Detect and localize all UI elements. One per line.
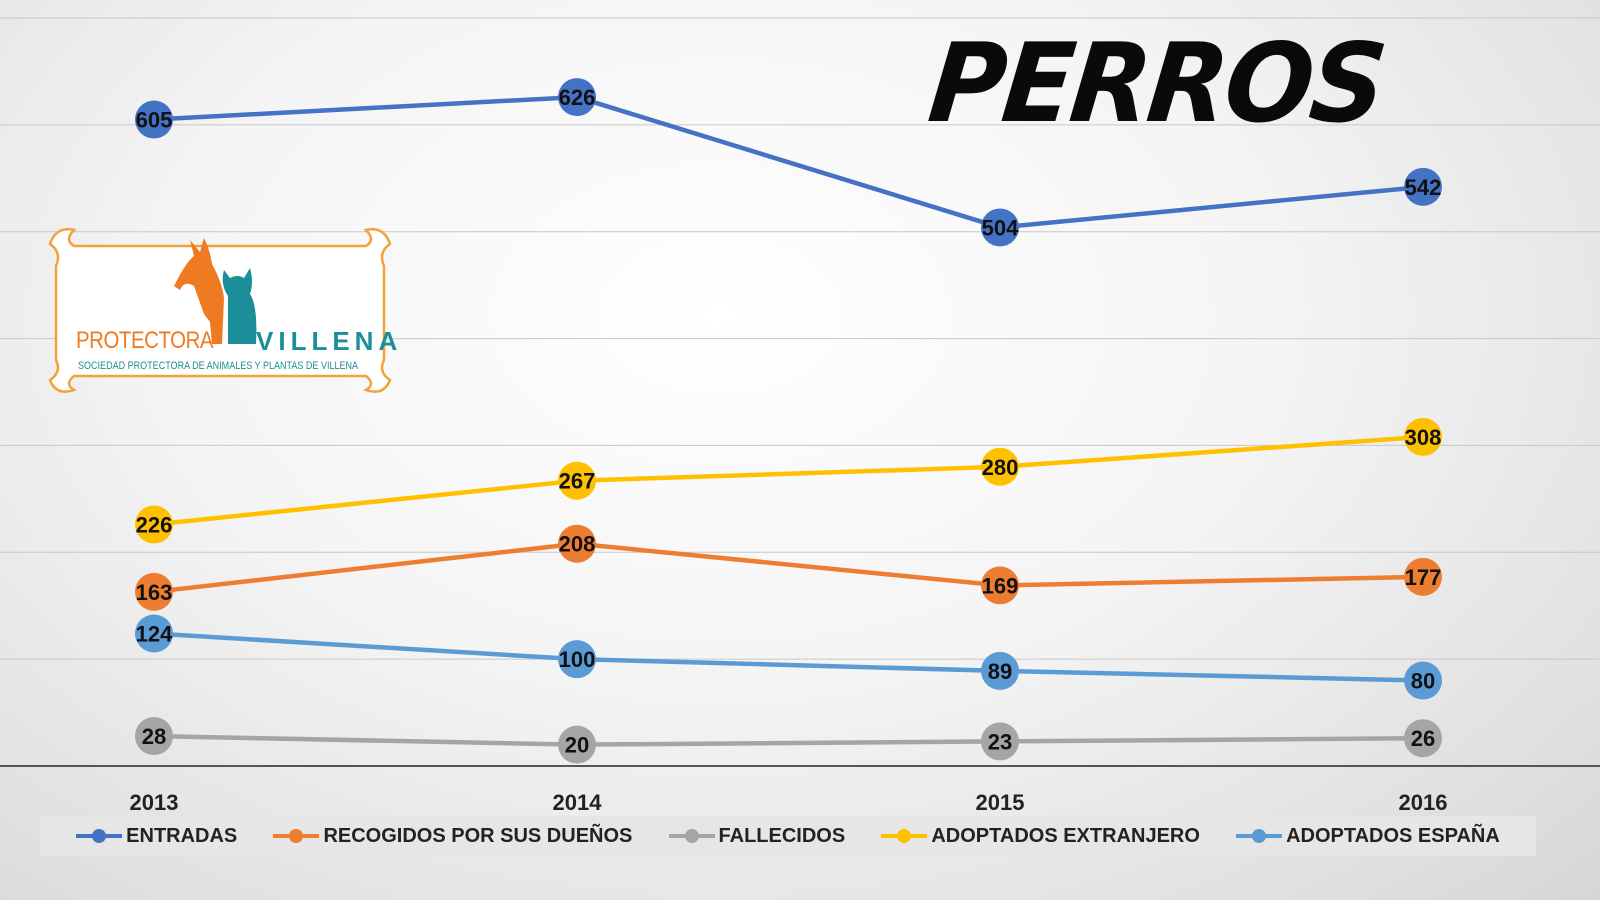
series-line-1 (153, 541, 1424, 595)
legend-item-adoptados-espana: ADOPTADOS ESPAÑA (1236, 825, 1500, 848)
data-label: 208 (559, 532, 596, 557)
series-line-4 (153, 631, 1424, 683)
data-label: 308 (1405, 425, 1442, 450)
x-tick-label: 2014 (553, 790, 603, 815)
data-label: 163 (136, 580, 173, 605)
data-label: 267 (559, 469, 596, 494)
chart-legend: ENTRADAS RECOGIDOS POR SUS DUEÑOS FALLEC… (40, 816, 1536, 856)
data-label: 177 (1405, 565, 1442, 590)
legend-item-fallecidos: FALLECIDOS (668, 824, 846, 848)
logo-badge-icon (48, 228, 392, 393)
data-label: 89 (988, 659, 1012, 684)
legend-label: ADOPTADOS EXTRANJERO (931, 824, 1200, 847)
data-point (135, 717, 173, 756)
data-point (1404, 719, 1442, 758)
data-label: 20 (565, 733, 589, 758)
data-label: 26 (1411, 726, 1435, 751)
legend-item-entradas: ENTRADAS (76, 825, 237, 848)
legend-swatch-icon (273, 829, 320, 843)
data-point (1404, 167, 1442, 206)
legend-item-recogidos: RECOGIDOS POR SUS DUEÑOS (273, 825, 632, 848)
data-label: 80 (1411, 669, 1435, 694)
data-point (135, 100, 173, 139)
logo-name-right: VILLENA (256, 326, 403, 356)
series-line-3 (153, 434, 1424, 527)
data-point (135, 572, 173, 611)
series-line-0 (153, 94, 1424, 230)
data-label: 504 (982, 215, 1019, 240)
data-point (981, 208, 1019, 247)
legend-label: FALLECIDOS (718, 824, 846, 847)
data-label: 542 (1405, 175, 1442, 200)
data-label: 280 (982, 455, 1019, 480)
data-label: 100 (559, 647, 596, 672)
data-point (558, 524, 596, 563)
x-tick-label: 2015 (976, 790, 1025, 815)
legend-swatch-icon (1236, 829, 1283, 843)
data-point (981, 722, 1019, 761)
legend-label: ADOPTADOS ESPAÑA (1286, 824, 1500, 847)
legend-label: ENTRADAS (126, 824, 238, 847)
data-point (1404, 417, 1442, 456)
legend-swatch-icon (76, 829, 123, 843)
data-point (558, 461, 596, 500)
series-line-2 (153, 733, 1424, 747)
data-point (1404, 661, 1442, 700)
x-tick-label: 2016 (1399, 790, 1448, 815)
cat-icon (222, 268, 257, 344)
legend-swatch-icon (881, 829, 928, 843)
data-label: 23 (988, 729, 1012, 754)
protectora-logo: PROTECTORA VILLENA SOCIEDAD PROTECTORA D… (44, 226, 397, 396)
data-label: 124 (136, 621, 173, 646)
x-tick-label: 2013 (130, 790, 179, 815)
data-label: 626 (559, 85, 596, 110)
data-point (558, 725, 596, 764)
horse-icon (174, 238, 224, 344)
data-point (135, 505, 173, 544)
data-point (558, 640, 596, 679)
data-label: 28 (142, 724, 166, 749)
data-point (135, 614, 173, 653)
data-point (1404, 557, 1442, 596)
legend-swatch-icon (668, 829, 715, 843)
data-point (981, 447, 1019, 486)
data-label: 169 (982, 573, 1019, 598)
chart-title: PERROS (923, 18, 1390, 148)
legend-label: RECOGIDOS POR SUS DUEÑOS (323, 824, 633, 847)
data-point (558, 78, 596, 117)
legend-item-adoptados-extranjero: ADOPTADOS EXTRANJERO (881, 825, 1200, 848)
data-point (981, 566, 1019, 605)
data-label: 226 (136, 513, 173, 538)
data-label: 605 (136, 108, 173, 133)
logo-name-left: PROTECTORA (76, 327, 214, 354)
logo-subtitle: SOCIEDAD PROTECTORA DE ANIMALES Y PLANTA… (78, 360, 359, 372)
data-point (981, 651, 1019, 690)
